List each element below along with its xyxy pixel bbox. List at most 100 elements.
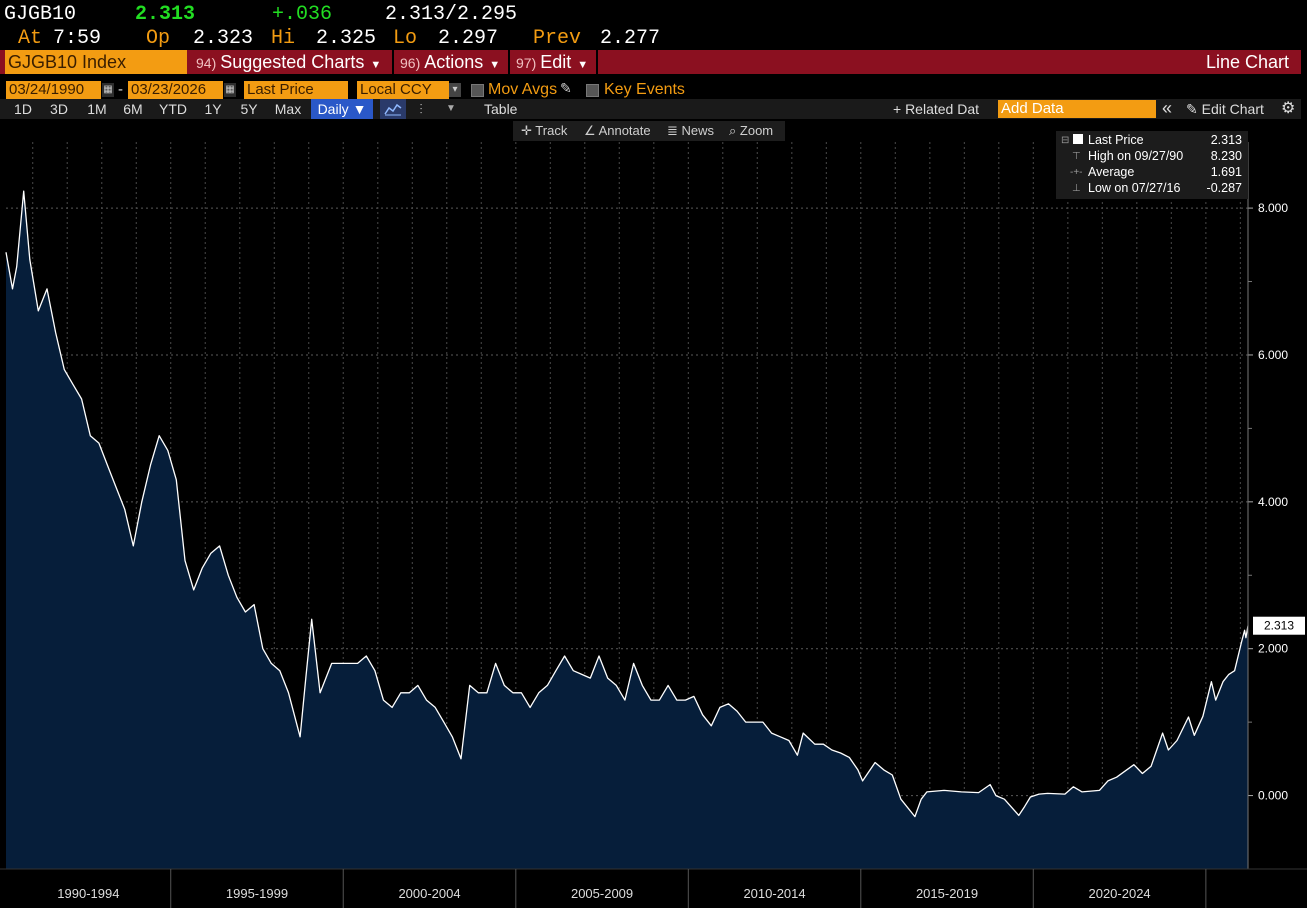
chart-legend: ⊟ Last Price 2.313 ⊤ High on 09/27/90 8.…	[1056, 131, 1248, 199]
key-events-label[interactable]: Key Events	[604, 81, 685, 98]
average-marker-icon: -+-	[1070, 167, 1083, 178]
y-axis: 0.000 2.000 4.000 6.000 8.000	[1247, 142, 1288, 870]
mov-avgs-label[interactable]: Mov Avgs	[488, 81, 558, 98]
range-1d-button[interactable]: 1D	[14, 101, 32, 117]
price-chart[interactable]: 0.000 2.000 4.000 6.000 8.000 1990-1994 1995-…	[0, 120, 1307, 908]
news-icon: ≣	[667, 123, 678, 138]
news-button[interactable]: ≣ News	[667, 121, 714, 141]
legend-high-value: 8.230	[1210, 149, 1242, 163]
annotate-label: Annotate	[598, 123, 651, 138]
x-tick-label: 2005-2009	[571, 886, 633, 901]
x-tick-label: 1995-1999	[226, 886, 288, 901]
add-data-input[interactable]: Add Data	[998, 100, 1156, 118]
suggested-charts-label: Suggested Charts	[220, 52, 365, 72]
pencil-icon[interactable]: ✎	[560, 80, 572, 96]
low-marker-icon: ⊥	[1072, 183, 1081, 194]
magnifier-icon: ⌕	[729, 123, 737, 138]
edit-label: Edit	[540, 52, 572, 72]
x-tick-label: 2020-2024	[1088, 886, 1150, 901]
y-tick-label: 8.000	[1258, 201, 1288, 215]
legend-last-label: Last Price	[1088, 133, 1144, 147]
prev-label: Prev	[533, 27, 582, 50]
x-tick-label: 2000-2004	[398, 886, 460, 901]
legend-avg-value: 1.691	[1210, 165, 1242, 179]
y-tick-label: 2.000	[1258, 642, 1288, 656]
legend-low-value: -0.287	[1206, 181, 1242, 195]
zoom-label: Zoom	[739, 123, 774, 138]
date-dash: -	[118, 81, 123, 98]
range-ytd-button[interactable]: YTD	[159, 101, 187, 117]
related-data-button[interactable]: + Related Dat	[893, 101, 979, 117]
news-label: News	[681, 123, 715, 138]
suggested-charts-num: 94)	[196, 55, 217, 71]
x-tick-label: 2010-2014	[743, 886, 805, 901]
annotate-button[interactable]: ∠ Annotate	[584, 121, 651, 141]
track-label: Track	[535, 123, 568, 138]
line-chart-icon[interactable]	[380, 99, 406, 119]
actions-button[interactable]: 96) Actions ▼	[400, 50, 500, 74]
chevron-down-icon[interactable]: ▼	[446, 103, 456, 114]
legend-last-value: 2.313	[1210, 133, 1242, 147]
field-select[interactable]: Last Price	[244, 81, 348, 99]
mov-avgs-checkbox[interactable]	[471, 84, 484, 97]
y-tick-label: 0.000	[1258, 789, 1288, 803]
edit-button[interactable]: 97) Edit ▼	[516, 50, 588, 74]
net-change: +.036	[272, 3, 333, 26]
price-line	[5, 190, 1249, 818]
at-label: At	[18, 27, 43, 50]
frequency-select[interactable]: Daily ▼	[311, 99, 373, 119]
legend-low-label: Low on 07/27/16	[1088, 181, 1181, 195]
high-value: 2.325	[316, 27, 377, 50]
actions-num: 96)	[400, 55, 421, 71]
calendar-icon[interactable]: ▦	[224, 83, 236, 97]
chevron-down-icon[interactable]: ▾	[449, 83, 461, 97]
zoom-button[interactable]: ⌕ Zoom	[729, 121, 773, 141]
edit-chart-button[interactable]: ✎ Edit Chart	[1186, 99, 1264, 119]
annotate-icon: ∠	[584, 123, 596, 138]
edit-chart-label: Edit Chart	[1201, 101, 1264, 117]
bar-chart-icon[interactable]: ⫶	[419, 101, 423, 117]
chart-type-title: Line Chart	[1205, 52, 1289, 72]
range-bar: 1D 3D 1M 6M YTD 1Y 5Y Max Daily ▼ ⫶ ▼ Ta…	[0, 99, 1301, 119]
range-1m-button[interactable]: 1M	[87, 101, 107, 117]
key-events-checkbox[interactable]	[586, 84, 599, 97]
range-max-button[interactable]: Max	[274, 101, 302, 117]
y-tick-label: 6.000	[1258, 348, 1288, 362]
gear-icon[interactable]: ⚙	[1281, 100, 1296, 117]
y-tick-label: 4.000	[1258, 495, 1288, 509]
table-button[interactable]: Table	[484, 101, 518, 117]
command-bar: GJGB10 Index 94) Suggested Charts ▼ 96) Act…	[0, 50, 1301, 74]
last-price-tag-text: 2.313	[1264, 619, 1294, 633]
start-date-input[interactable]: 03/24/1990	[6, 81, 101, 99]
x-axis: 1990-1994 1995-1999 2000-2004 2005-2009 2010…	[0, 868, 1307, 908]
quote-time: 7:59	[53, 27, 102, 50]
range-3d-button[interactable]: 3D	[50, 101, 68, 117]
suggested-charts-button[interactable]: 94) Suggested Charts ▼	[196, 50, 381, 74]
low-label: Lo	[393, 27, 418, 50]
edit-num: 97)	[516, 55, 537, 71]
collapse-icon[interactable]: «	[1162, 98, 1173, 118]
legend-high-label: High on 09/27/90	[1088, 149, 1184, 163]
end-date-input[interactable]: 03/23/2026	[128, 81, 223, 99]
ticker: GJGB10	[4, 3, 77, 26]
low-value: 2.297	[438, 27, 499, 50]
currency-select[interactable]: Local CCY	[357, 81, 449, 99]
open-label: Op	[146, 27, 171, 50]
security-field[interactable]: GJGB10 Index	[5, 50, 187, 74]
x-tick-label: 1990-1994	[57, 886, 119, 901]
range-6m-button[interactable]: 6M	[123, 101, 143, 117]
series-swatch	[1073, 134, 1083, 144]
pencil-icon: ✎	[1186, 101, 1198, 117]
dropdown-arrow-icon: ▼	[489, 59, 501, 71]
last-price-tag: 2.313	[1253, 616, 1305, 635]
high-marker-icon: ⊤	[1072, 151, 1081, 162]
track-button[interactable]: ✛ Track	[521, 121, 567, 141]
high-label: Hi	[271, 27, 296, 50]
crosshair-icon: ✛	[521, 123, 532, 138]
range-5y-button[interactable]: 5Y	[240, 101, 258, 117]
prev-value: 2.277	[600, 27, 661, 50]
calendar-icon[interactable]: ▦	[102, 83, 114, 97]
open-value: 2.323	[193, 27, 254, 50]
range-1y-button[interactable]: 1Y	[204, 101, 222, 117]
collapse-legend-icon[interactable]: ⊟	[1061, 135, 1070, 146]
